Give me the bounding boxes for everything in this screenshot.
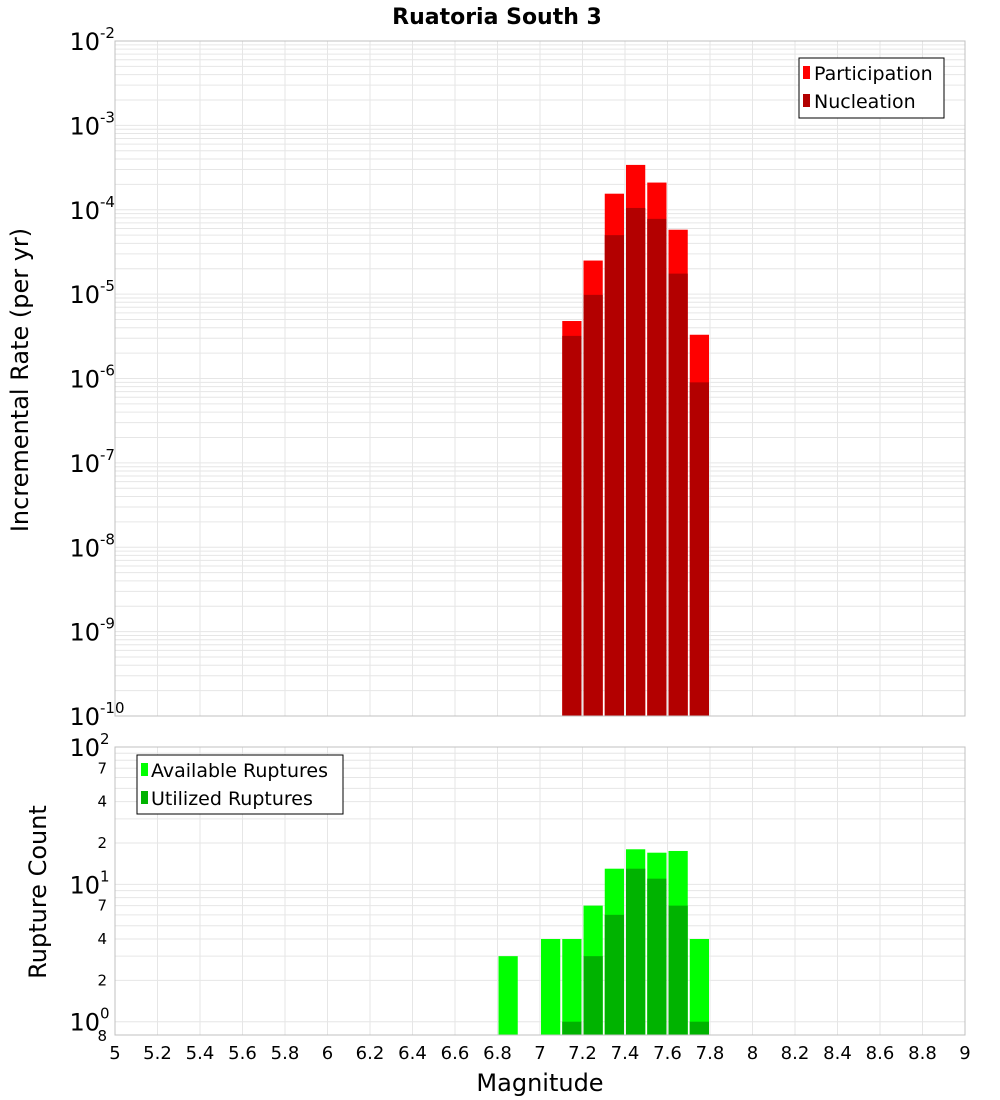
x-tick-label: 8.2 [781,1043,810,1064]
x-axis-label: Magnitude [476,1069,603,1097]
x-tick-label: 6.4 [398,1043,427,1064]
legend-swatch-available [141,763,148,776]
y-tick-minor-label: 7 [97,897,107,915]
bar-utilized [583,956,603,1035]
y-tick-minor-label: 4 [97,930,107,948]
bar-utilized [604,914,624,1035]
x-tick-label: 5.2 [143,1043,172,1064]
y-tick-exponent: -10 [100,699,125,717]
rate-plot-grid [114,41,966,717]
count-plot-frame [114,746,966,1036]
y-tick-label: 10 [69,366,100,394]
y-tick-label: 10 [69,197,100,225]
count-plot-bars [498,849,709,1035]
x-ticks: 5 5.2 5.4 5.6 5.8 6 6.2 6.4 6.6 6.8 7 7.2 7.4 7.6 7.8 8… [109,1043,970,1064]
legend-swatch-utilized [141,791,148,804]
y-tick-exponent: -5 [100,277,115,295]
bar-nucleation [583,294,603,716]
bar-utilized [562,1021,582,1035]
bar-nucleation [668,273,688,716]
bar-utilized [647,878,667,1035]
y-tick-label: 10 [69,703,100,731]
x-tick-label: 5.8 [271,1043,300,1064]
x-tick-label: 7.6 [653,1043,682,1064]
bar-nucleation [626,207,646,716]
legend-label-available: Available Ruptures [151,760,328,782]
legend-label-participation: Participation [814,63,933,85]
bar-available [689,939,709,1035]
x-tick-label: 8 [747,1043,758,1064]
y-tick-exponent: -4 [100,193,115,211]
y-tick-label: 10 [69,450,100,478]
bar-utilized [689,1021,709,1035]
y-tick-label: 10 [69,619,100,647]
bar-utilized [626,868,646,1035]
x-tick-label: 6 [322,1043,333,1064]
bar-available [541,939,561,1035]
rate-plot-frame [114,40,966,717]
y-tick-exponent: 1 [100,867,110,885]
x-tick-label: 7.2 [568,1043,597,1064]
x-tick-label: 8.8 [908,1043,937,1064]
x-tick-label: 5 [109,1043,120,1064]
y-tick-minor-label: 8 [97,1027,107,1045]
y-tick-exponent: 2 [100,730,110,748]
y-tick-exponent: 0 [100,1005,110,1023]
y-tick-exponent: -3 [100,108,115,126]
x-tick-label: 9 [959,1043,970,1064]
y-tick-label: 10 [69,28,100,56]
bar-utilized [668,905,688,1035]
x-tick-label: 6.8 [483,1043,512,1064]
y-tick-label: 10 [69,734,100,762]
bar-available [562,939,582,1035]
y-tick-label: 10 [69,534,100,562]
y-tick-label: 10 [69,112,100,140]
rate-y-axis-label: Incremental Rate (per yr) [6,228,34,532]
x-tick-label: 7.8 [696,1043,725,1064]
legend-swatch-participation [803,66,810,79]
y-tick-label: 10 [69,281,100,309]
chart-title: Ruatoria South 3 [392,5,602,30]
x-tick-label: 5.4 [186,1043,215,1064]
bar-nucleation [562,335,582,716]
count-legend: Available Ruptures Utilized Ruptures [136,754,344,815]
y-tick-exponent: -8 [100,530,115,548]
x-tick-label: 6.2 [356,1043,385,1064]
y-tick-label: 10 [69,871,100,899]
x-tick-label: 8.6 [866,1043,895,1064]
x-tick-label: 5.6 [228,1043,257,1064]
y-tick-exponent: -2 [100,24,115,42]
x-tick-label: 7.4 [611,1043,640,1064]
count-legend-box [136,754,344,815]
bar-nucleation [604,235,624,716]
y-tick-exponent: -7 [100,446,115,464]
bar-nucleation [647,218,667,716]
y-tick-exponent: -6 [100,362,115,380]
count-y-axis-label: Rupture Count [24,805,52,979]
legend-swatch-nucleation [803,94,810,107]
y-tick-minor-label: 4 [97,793,107,811]
y-tick-exponent: -9 [100,615,115,633]
x-tick-label: 8.4 [823,1043,852,1064]
bar-nucleation [689,382,709,716]
legend-label-utilized: Utilized Ruptures [151,788,313,810]
legend-label-nucleation: Nucleation [814,91,916,113]
x-tick-label: 6.6 [441,1043,470,1064]
y-tick-minor-label: 7 [97,759,107,777]
x-tick-label: 7 [534,1043,545,1064]
bar-available [498,956,518,1035]
y-tick-label: 10 [69,1009,100,1037]
y-tick-minor-label: 2 [97,834,107,852]
rate-legend: Participation Nucleation [798,57,945,119]
y-tick-minor-label: 2 [97,971,107,989]
rate-plot-bars [562,164,709,717]
rate-legend-box [798,57,945,119]
